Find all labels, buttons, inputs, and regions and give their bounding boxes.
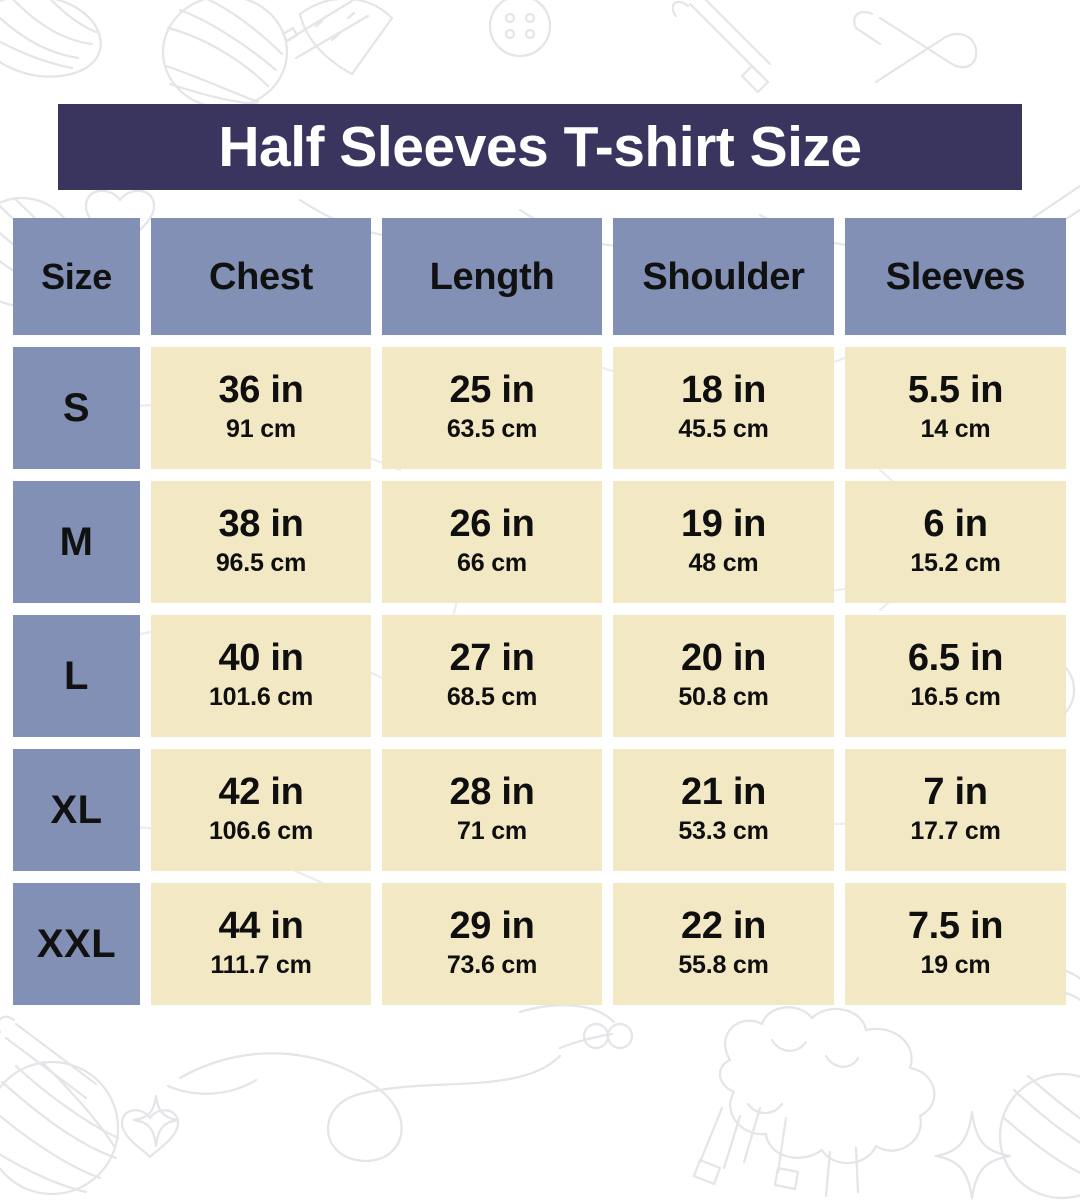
size-label: L <box>64 654 89 698</box>
value-centimeters: 68.5 cm <box>446 682 538 711</box>
value-inches: 44 in <box>218 904 304 947</box>
cell-sleeves: 6.5 in 16.5 cm <box>845 615 1066 737</box>
value-centimeters: 106.6 cm <box>208 816 314 845</box>
cell-chest: 36 in 91 cm <box>151 347 371 469</box>
value-inches: 6 in <box>923 502 988 545</box>
value-centimeters: 96.5 cm <box>215 548 307 577</box>
cell-sleeves: 6 in 15.2 cm <box>845 481 1066 603</box>
header-cell-length: Length <box>382 218 602 335</box>
value-inches: 5.5 in <box>907 368 1004 411</box>
value-centimeters: 111.7 cm <box>210 950 312 979</box>
header-label-chest: Chest <box>208 255 314 298</box>
value-inches: 22 in <box>680 904 767 947</box>
size-label: M <box>59 520 94 564</box>
cell-chest: 38 in 96.5 cm <box>151 481 371 603</box>
header-cell-sleeves: Sleeves <box>845 218 1066 335</box>
cell-shoulder: 18 in 45.5 cm <box>613 347 834 469</box>
cell-chest: 40 in 101.6 cm <box>151 615 371 737</box>
value-inches: 7 in <box>923 770 988 813</box>
value-centimeters: 55.8 cm <box>678 950 769 979</box>
header-label-shoulder: Shoulder <box>642 255 805 298</box>
size-label: XL <box>50 788 103 832</box>
cell-size: M <box>13 481 140 603</box>
cell-length: 26 in 66 cm <box>382 481 602 603</box>
value-inches: 42 in <box>218 770 304 813</box>
value-centimeters: 48 cm <box>688 548 759 577</box>
value-inches: 7.5 in <box>907 904 1004 947</box>
table-row: M 38 in 96.5 cm 26 in 66 cm 19 in 48 cm … <box>13 481 1066 603</box>
cell-sleeves: 7.5 in 19 cm <box>845 883 1066 1005</box>
cell-length: 28 in 71 cm <box>382 749 602 871</box>
value-centimeters: 63.5 cm <box>446 414 538 443</box>
cell-size: XXL <box>13 883 140 1005</box>
value-inches: 40 in <box>218 636 304 679</box>
value-centimeters: 45.5 cm <box>678 414 769 443</box>
cell-length: 29 in 73.6 cm <box>382 883 602 1005</box>
value-inches: 25 in <box>449 368 535 411</box>
table-header-row: Size Chest Length Shoulder Sleeves <box>13 218 1066 335</box>
value-centimeters: 66 cm <box>457 548 527 577</box>
size-label: S <box>62 386 91 430</box>
value-centimeters: 50.8 cm <box>678 682 769 711</box>
cell-sleeves: 5.5 in 14 cm <box>845 347 1066 469</box>
header-cell-size: Size <box>13 218 140 335</box>
table-row: XXL 44 in 111.7 cm 29 in 73.6 cm 22 in 5… <box>13 883 1066 1005</box>
value-centimeters: 19 cm <box>920 950 991 979</box>
value-inches: 18 in <box>680 368 767 411</box>
value-inches: 19 in <box>680 502 767 545</box>
cell-shoulder: 21 in 53.3 cm <box>613 749 834 871</box>
value-centimeters: 17.7 cm <box>910 816 1001 845</box>
cell-sleeves: 7 in 17.7 cm <box>845 749 1066 871</box>
value-centimeters: 71 cm <box>457 816 527 845</box>
header-cell-chest: Chest <box>151 218 371 335</box>
cell-shoulder: 19 in 48 cm <box>613 481 834 603</box>
header-label-sleeves: Sleeves <box>885 255 1026 298</box>
cell-shoulder: 22 in 55.8 cm <box>613 883 834 1005</box>
value-inches: 29 in <box>449 904 535 947</box>
value-centimeters: 16.5 cm <box>910 682 1001 711</box>
value-inches: 26 in <box>449 502 535 545</box>
value-centimeters: 14 cm <box>920 414 991 443</box>
table-row: XL 42 in 106.6 cm 28 in 71 cm 21 in 53.3… <box>13 749 1066 871</box>
value-centimeters: 101.6 cm <box>208 682 314 711</box>
cell-chest: 42 in 106.6 cm <box>151 749 371 871</box>
value-centimeters: 53.3 cm <box>678 816 769 845</box>
table-row: S 36 in 91 cm 25 in 63.5 cm 18 in 45.5 c… <box>13 347 1066 469</box>
cell-size: S <box>13 347 140 469</box>
value-inches: 38 in <box>218 502 304 545</box>
header-label-length: Length <box>429 255 555 298</box>
cell-size: L <box>13 615 140 737</box>
cell-chest: 44 in 111.7 cm <box>151 883 371 1005</box>
value-centimeters: 73.6 cm <box>446 950 538 979</box>
cell-size: XL <box>13 749 140 871</box>
cell-shoulder: 20 in 50.8 cm <box>613 615 834 737</box>
value-inches: 36 in <box>218 368 304 411</box>
size-chart-table: Size Chest Length Shoulder Sleeves S 36 … <box>13 218 1066 1017</box>
value-centimeters: 91 cm <box>226 414 296 443</box>
value-centimeters: 15.2 cm <box>910 548 1001 577</box>
header-label-size: Size <box>41 255 112 297</box>
cell-length: 25 in 63.5 cm <box>382 347 602 469</box>
value-inches: 21 in <box>680 770 767 813</box>
table-row: L 40 in 101.6 cm 27 in 68.5 cm 20 in 50.… <box>13 615 1066 737</box>
value-inches: 27 in <box>449 636 535 679</box>
cell-length: 27 in 68.5 cm <box>382 615 602 737</box>
page-title: Half Sleeves T-shirt Size <box>218 114 862 179</box>
value-inches: 28 in <box>449 770 535 813</box>
size-label: XXL <box>36 922 117 966</box>
value-inches: 6.5 in <box>907 636 1004 679</box>
title-banner: Half Sleeves T-shirt Size <box>58 104 1022 190</box>
header-cell-shoulder: Shoulder <box>613 218 834 335</box>
value-inches: 20 in <box>680 636 767 679</box>
